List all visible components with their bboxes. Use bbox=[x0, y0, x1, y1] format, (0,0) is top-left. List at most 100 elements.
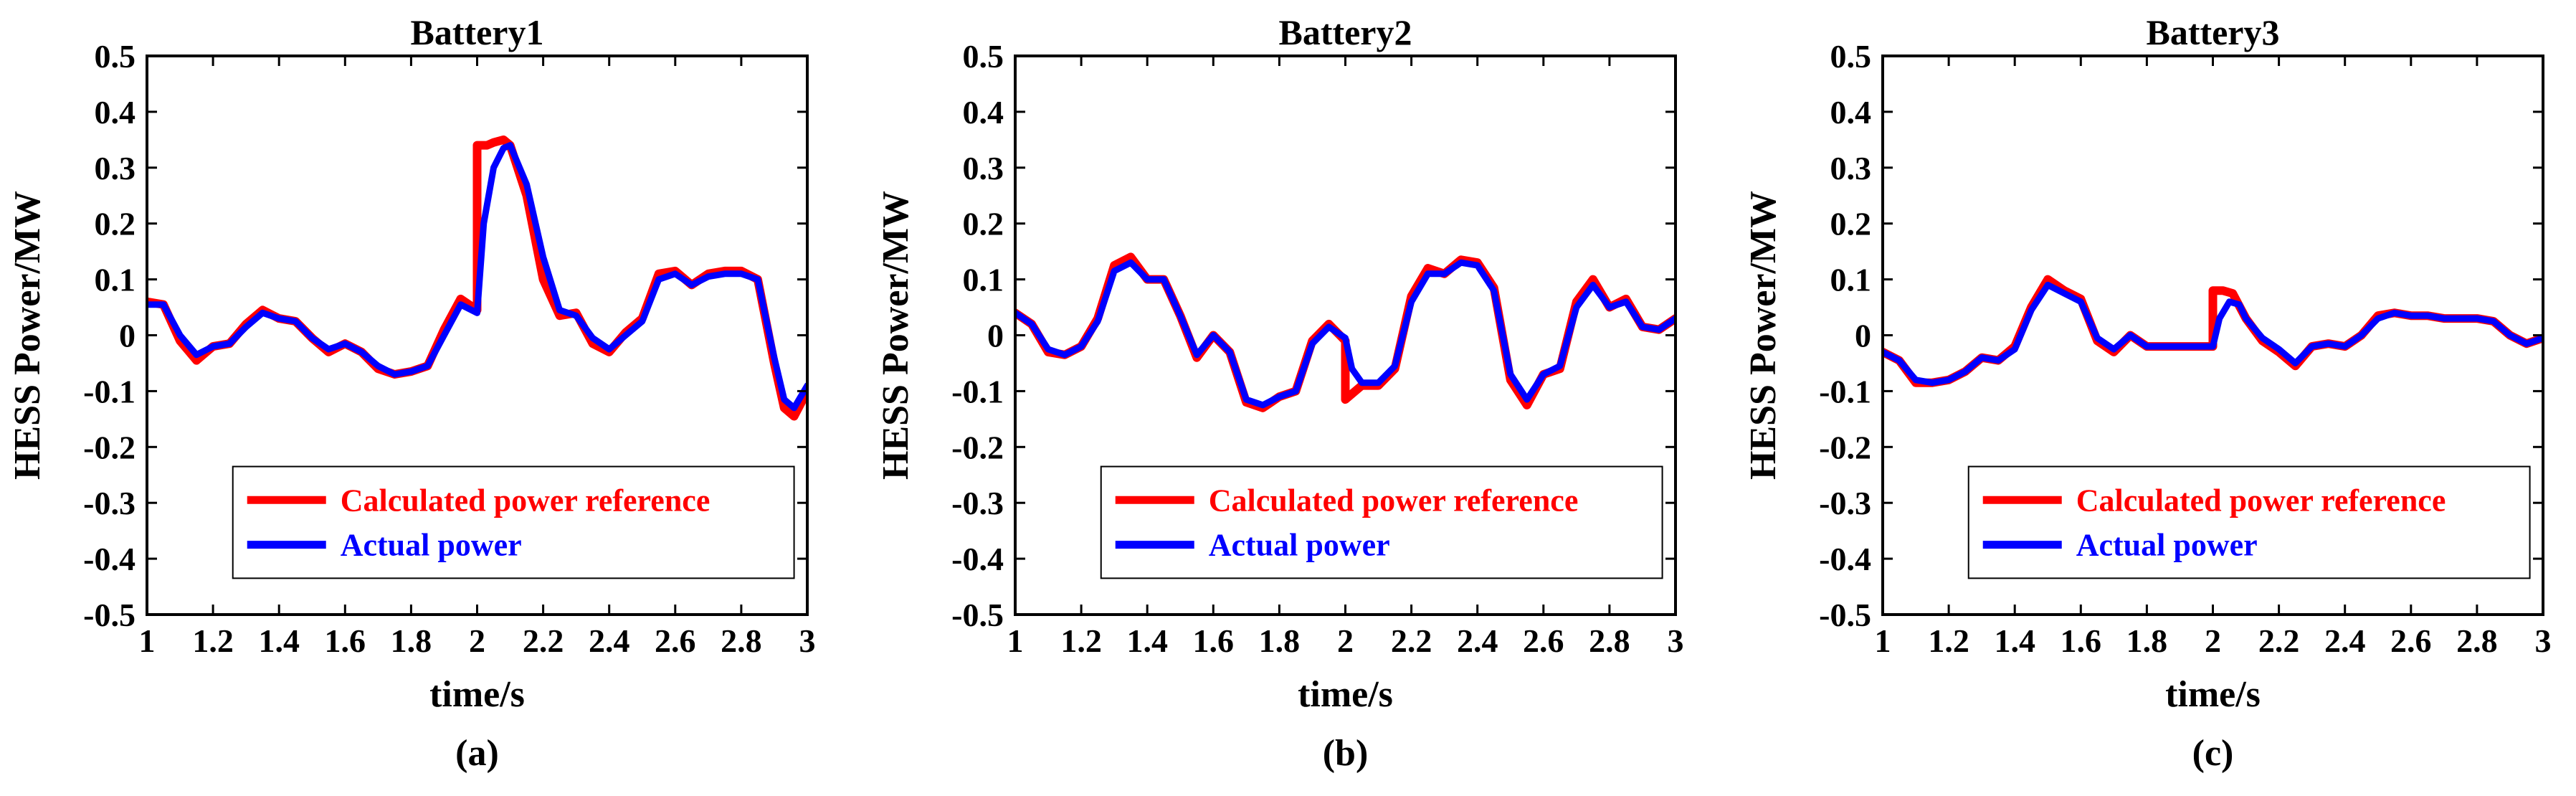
y-tick-label: -0.5 bbox=[951, 597, 1004, 633]
x-tick-label: 1.6 bbox=[1193, 622, 1235, 659]
x-tick-label: 1.2 bbox=[1060, 622, 1102, 659]
y-tick-label: 0.2 bbox=[95, 206, 136, 242]
x-tick-label: 2.2 bbox=[1391, 622, 1432, 659]
y-tick-label: -0.3 bbox=[951, 485, 1004, 521]
x-tick-label: 2.4 bbox=[2324, 622, 2366, 659]
y-tick-label: -0.5 bbox=[83, 597, 136, 633]
y-tick-label: -0.3 bbox=[83, 485, 136, 521]
x-tick-label: 1.8 bbox=[2126, 622, 2168, 659]
x-tick-label: 1.6 bbox=[325, 622, 366, 659]
series-group bbox=[147, 135, 807, 421]
y-tick-label: 0.5 bbox=[95, 38, 136, 75]
panel-label: (a) bbox=[455, 733, 499, 774]
chart-title: Battery2 bbox=[1278, 12, 1412, 52]
y-tick-label: -0.4 bbox=[1819, 541, 1871, 577]
x-tick-label: 3 bbox=[1668, 622, 1684, 659]
y-tick-label: 0.1 bbox=[963, 262, 1004, 298]
x-tick-label: 2.8 bbox=[721, 622, 762, 659]
y-tick-label: 0.4 bbox=[1830, 94, 1872, 131]
y-tick-label: 0.1 bbox=[1830, 262, 1872, 298]
y-tick-label: -0.4 bbox=[83, 541, 136, 577]
y-tick-label: 0 bbox=[1855, 318, 1871, 354]
x-tick-label: 2.6 bbox=[655, 622, 696, 659]
legend: Calculated power reference Actual power bbox=[232, 465, 795, 579]
x-tick-label: 2 bbox=[2205, 622, 2221, 659]
actual-power-line bbox=[147, 142, 807, 412]
x-tick-label: 1.2 bbox=[192, 622, 234, 659]
panel-3: Battery3 1 1.2 1.4 1.6 1.8 2 2.2 2.4 2.6 2.8 3 -0.5 -… bbox=[1743, 12, 2552, 774]
x-tick-label: 2.4 bbox=[589, 622, 630, 659]
legend: Calculated power reference Actual power bbox=[1967, 465, 2531, 579]
actual-power-line bbox=[1015, 259, 1676, 409]
x-tick-label: 1.6 bbox=[2061, 622, 2102, 659]
series-group bbox=[1883, 275, 2543, 387]
x-tick-label: 2.8 bbox=[2456, 622, 2498, 659]
panel-label: (c) bbox=[2192, 733, 2234, 774]
x-tick-label: 3 bbox=[799, 622, 816, 659]
y-tick-label: -0.2 bbox=[951, 429, 1004, 465]
x-tick-label: 2.6 bbox=[2390, 622, 2432, 659]
y-tick-label: -0.1 bbox=[83, 373, 136, 409]
legend-label: Actual power bbox=[1209, 528, 1390, 563]
x-tick-label: 1 bbox=[139, 622, 156, 659]
y-tick-label: 0.3 bbox=[963, 150, 1004, 186]
chart-title: Battery3 bbox=[2146, 12, 2279, 52]
y-axis-label: HESS Power/MW bbox=[875, 191, 916, 480]
y-tick-label: 0.1 bbox=[95, 262, 136, 298]
actual-power-line bbox=[1883, 281, 2543, 387]
y-tick-label: -0.5 bbox=[1819, 597, 1871, 633]
y-tick-label: 0.2 bbox=[963, 206, 1004, 242]
x-tick-label: 1.4 bbox=[258, 622, 300, 659]
y-tick-label: -0.3 bbox=[1819, 485, 1871, 521]
legend-box bbox=[232, 465, 795, 579]
x-tick-label: 1.2 bbox=[1928, 622, 1969, 659]
x-tick-label: 2.4 bbox=[1457, 622, 1498, 659]
x-tick-label: 1.8 bbox=[1259, 622, 1301, 659]
legend-label: Calculated power reference bbox=[341, 483, 710, 518]
x-tick-label: 2.2 bbox=[523, 622, 564, 659]
x-tick-label: 3 bbox=[2535, 622, 2552, 659]
panel-1: Battery1 1 1.2 1.4 1.6 1.8 2 2.2 2.4 2.6 2.8 3 -0.5 -… bbox=[7, 12, 816, 774]
y-tick-label: 0.3 bbox=[1830, 150, 1872, 186]
y-tick-label: 0 bbox=[987, 318, 1004, 354]
legend-box bbox=[1967, 465, 2531, 579]
legend-label: Calculated power reference bbox=[2076, 483, 2446, 518]
x-tick-label: 1 bbox=[1875, 622, 1891, 659]
x-tick-label: 1.4 bbox=[1126, 622, 1168, 659]
panel-2: Battery2 1 1.2 1.4 1.6 1.8 2 2.2 2.4 2.6 2.8 3 -0.5 -… bbox=[875, 12, 1684, 774]
legend: Calculated power reference Actual power bbox=[1100, 465, 1663, 579]
y-tick-label: 0.2 bbox=[1830, 206, 1872, 242]
y-axis-label: HESS Power/MW bbox=[7, 191, 48, 480]
x-tick-label: 1.4 bbox=[1994, 622, 2035, 659]
x-tick-label: 2 bbox=[1337, 622, 1354, 659]
x-axis-label: time/s bbox=[429, 674, 525, 715]
y-tick-label: 0 bbox=[119, 318, 136, 354]
y-tick-label: -0.1 bbox=[1819, 373, 1871, 409]
y-tick-label: -0.2 bbox=[1819, 429, 1871, 465]
x-tick-label: 2.6 bbox=[1523, 622, 1564, 659]
chart-title: Battery1 bbox=[410, 12, 543, 52]
legend-box bbox=[1100, 465, 1663, 579]
y-tick-label: 0.3 bbox=[95, 150, 136, 186]
legend-label: Actual power bbox=[2076, 528, 2258, 563]
x-axis-label: time/s bbox=[1298, 674, 1393, 715]
series-group bbox=[1015, 252, 1676, 412]
x-tick-label: 1 bbox=[1007, 622, 1024, 659]
y-tick-label: 0.4 bbox=[963, 94, 1004, 131]
x-axis-label: time/s bbox=[2165, 674, 2261, 715]
y-tick-label: -0.1 bbox=[951, 373, 1004, 409]
reference-power-line bbox=[1883, 275, 2543, 387]
legend-label: Calculated power reference bbox=[1209, 483, 1579, 518]
x-tick-label: 2.2 bbox=[2258, 622, 2300, 659]
x-tick-label: 2 bbox=[469, 622, 485, 659]
x-tick-label: 1.8 bbox=[391, 622, 432, 659]
y-tick-label: 0.5 bbox=[963, 38, 1004, 75]
y-axis-label: HESS Power/MW bbox=[1743, 191, 1784, 480]
x-tick-label: 2.8 bbox=[1589, 622, 1630, 659]
y-tick-label: -0.4 bbox=[951, 541, 1004, 577]
y-tick-label: 0.5 bbox=[1830, 38, 1872, 75]
panel-label: (b) bbox=[1323, 733, 1369, 774]
legend-label: Actual power bbox=[341, 528, 522, 563]
y-tick-label: -0.2 bbox=[83, 429, 136, 465]
